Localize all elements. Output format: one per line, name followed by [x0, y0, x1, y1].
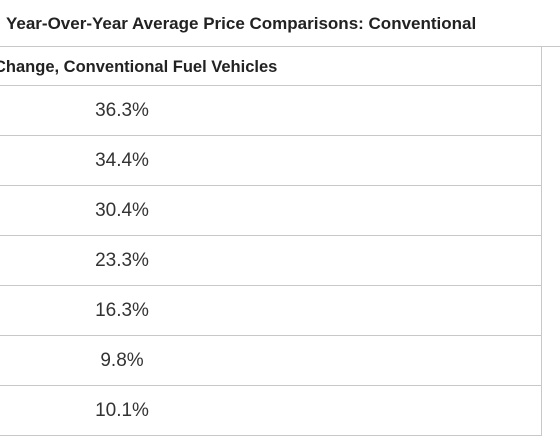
table-cell: 36.3%: [95, 100, 149, 121]
table-row: 36.3%: [0, 86, 541, 136]
table-row: 23.3%: [0, 236, 541, 286]
table-title: Year-Over-Year Average Price Comparisons…: [6, 14, 477, 33]
column-divider: [541, 46, 542, 436]
table-cell: 9.8%: [100, 350, 144, 371]
column-header: Change, Conventional Fuel Vehicles: [0, 47, 541, 86]
table-body: 36.3% 34.4% 30.4% 23.3% 16.3% 9.8% 10.1%: [0, 86, 541, 436]
table-cell: 34.4%: [95, 150, 149, 171]
table-cell: 23.3%: [95, 250, 149, 271]
table-cell: 10.1%: [95, 400, 149, 421]
table-row: 9.8%: [0, 336, 541, 386]
table-row: 34.4%: [0, 136, 541, 186]
data-table: [0, 46, 560, 438]
table-row: 30.4%: [0, 186, 541, 236]
table-cell: 16.3%: [95, 300, 149, 321]
table-cell: 30.4%: [95, 200, 149, 221]
table-row: 16.3%: [0, 286, 541, 336]
table-row: 10.1%: [0, 386, 541, 436]
